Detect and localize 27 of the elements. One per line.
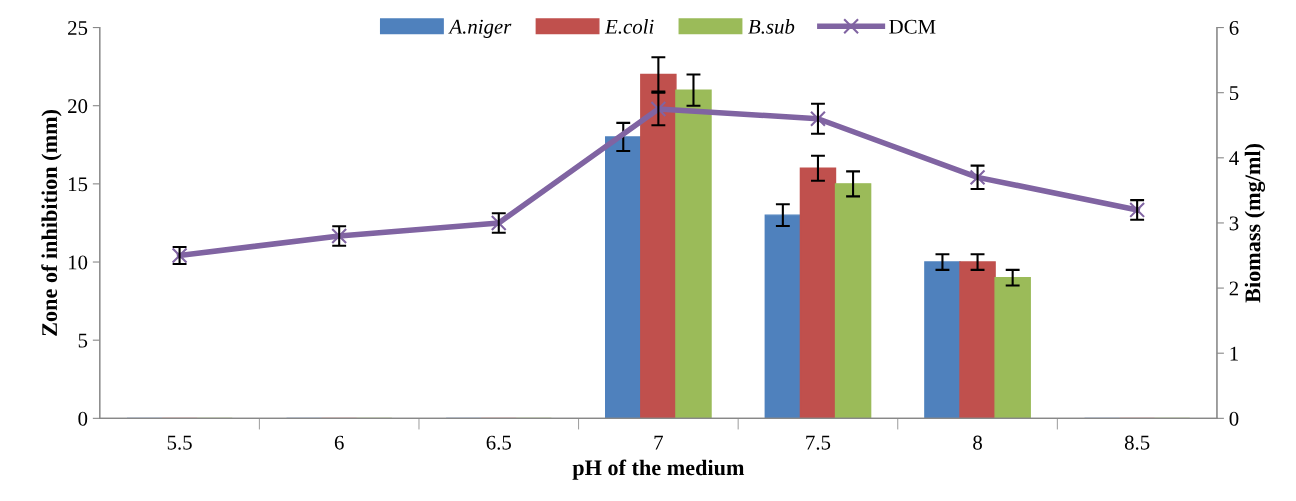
y2-tick-label: 6 [1229, 20, 1239, 35]
y-tick-label: 0 [78, 411, 88, 426]
y2-tick-label: 3 [1229, 216, 1239, 231]
legend-label: A.niger [448, 19, 512, 38]
y2-tick-label: 2 [1229, 281, 1239, 296]
y-tick-label: 10 [68, 255, 88, 270]
legend-label: DCM [889, 19, 936, 34]
x-tick-label: 8 [973, 435, 982, 450]
y2-axis-title: Biomass (mg/ml) [1244, 143, 1266, 303]
y-axis-title: Zone of inhibition (mm) [41, 110, 62, 336]
x-tick-label: 8.5 [1124, 435, 1150, 450]
y2-tick-label: 0 [1229, 411, 1239, 426]
y-tick-label: 25 [68, 20, 88, 35]
y2-tick-label: 4 [1229, 151, 1239, 166]
y2-tick-label: 5 [1229, 86, 1239, 101]
x-tick-label: 7 [654, 435, 663, 450]
y2-tick-label: 1 [1230, 346, 1238, 361]
x-tick-label: 6.5 [486, 435, 511, 450]
y-tick-label: 20 [68, 99, 88, 114]
x-tick-label: 6 [334, 435, 344, 450]
x-axis-title: pH of the medium [572, 459, 745, 480]
y-tick-label: 5 [78, 333, 88, 348]
legend-label: E.coli [604, 19, 654, 34]
x-tick-label: 5.5 [167, 435, 192, 450]
x-tick-label: 7.5 [806, 435, 831, 450]
y-tick-label: 15 [68, 177, 88, 192]
legend-label: B.sub [748, 19, 795, 34]
